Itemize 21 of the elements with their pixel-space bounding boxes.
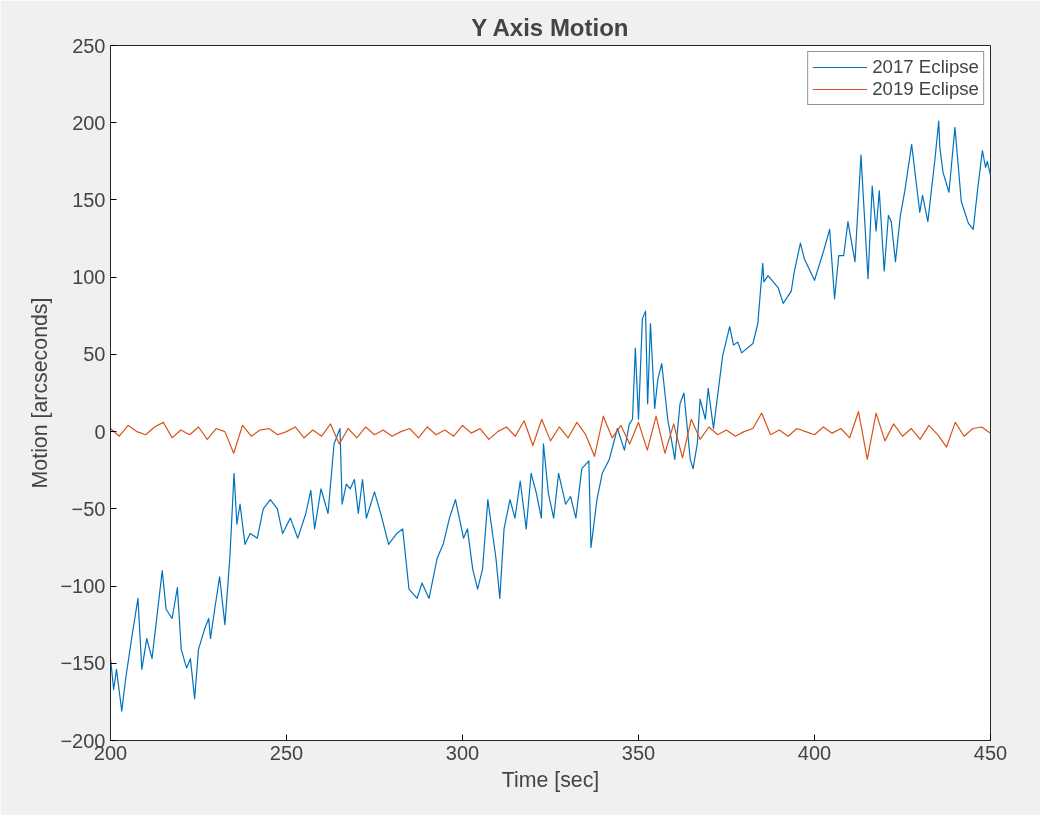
- y-tick-label: 100: [72, 266, 106, 289]
- x-tick-label: 300: [445, 741, 480, 764]
- y-tick-label: 250: [72, 34, 106, 57]
- legend-label: 2017 Eclipse: [872, 56, 979, 78]
- line-series: [110, 120, 991, 712]
- y-tick-label: −150: [60, 652, 106, 675]
- y-tick-label: −50: [71, 497, 106, 520]
- legend-label: 2019 Eclipse: [872, 78, 979, 100]
- y-tick-label: −100: [60, 575, 106, 598]
- x-tick-label: 350: [621, 741, 656, 764]
- y-tick-label: 150: [72, 188, 106, 211]
- y-axis-title: Motion [arcseconds]: [28, 297, 53, 489]
- x-tick-label: 400: [797, 741, 832, 764]
- line-series: [110, 410, 991, 461]
- y-tick-label: 200: [72, 111, 106, 134]
- y-tick-label: 0: [94, 420, 106, 443]
- y-tick-label: 50: [83, 343, 106, 366]
- x-tick-label: 250: [269, 741, 304, 764]
- x-axis-title: Time [sec]: [501, 767, 600, 792]
- chart-title: Y Axis Motion: [471, 13, 629, 41]
- x-tick-label: 450: [973, 741, 1008, 764]
